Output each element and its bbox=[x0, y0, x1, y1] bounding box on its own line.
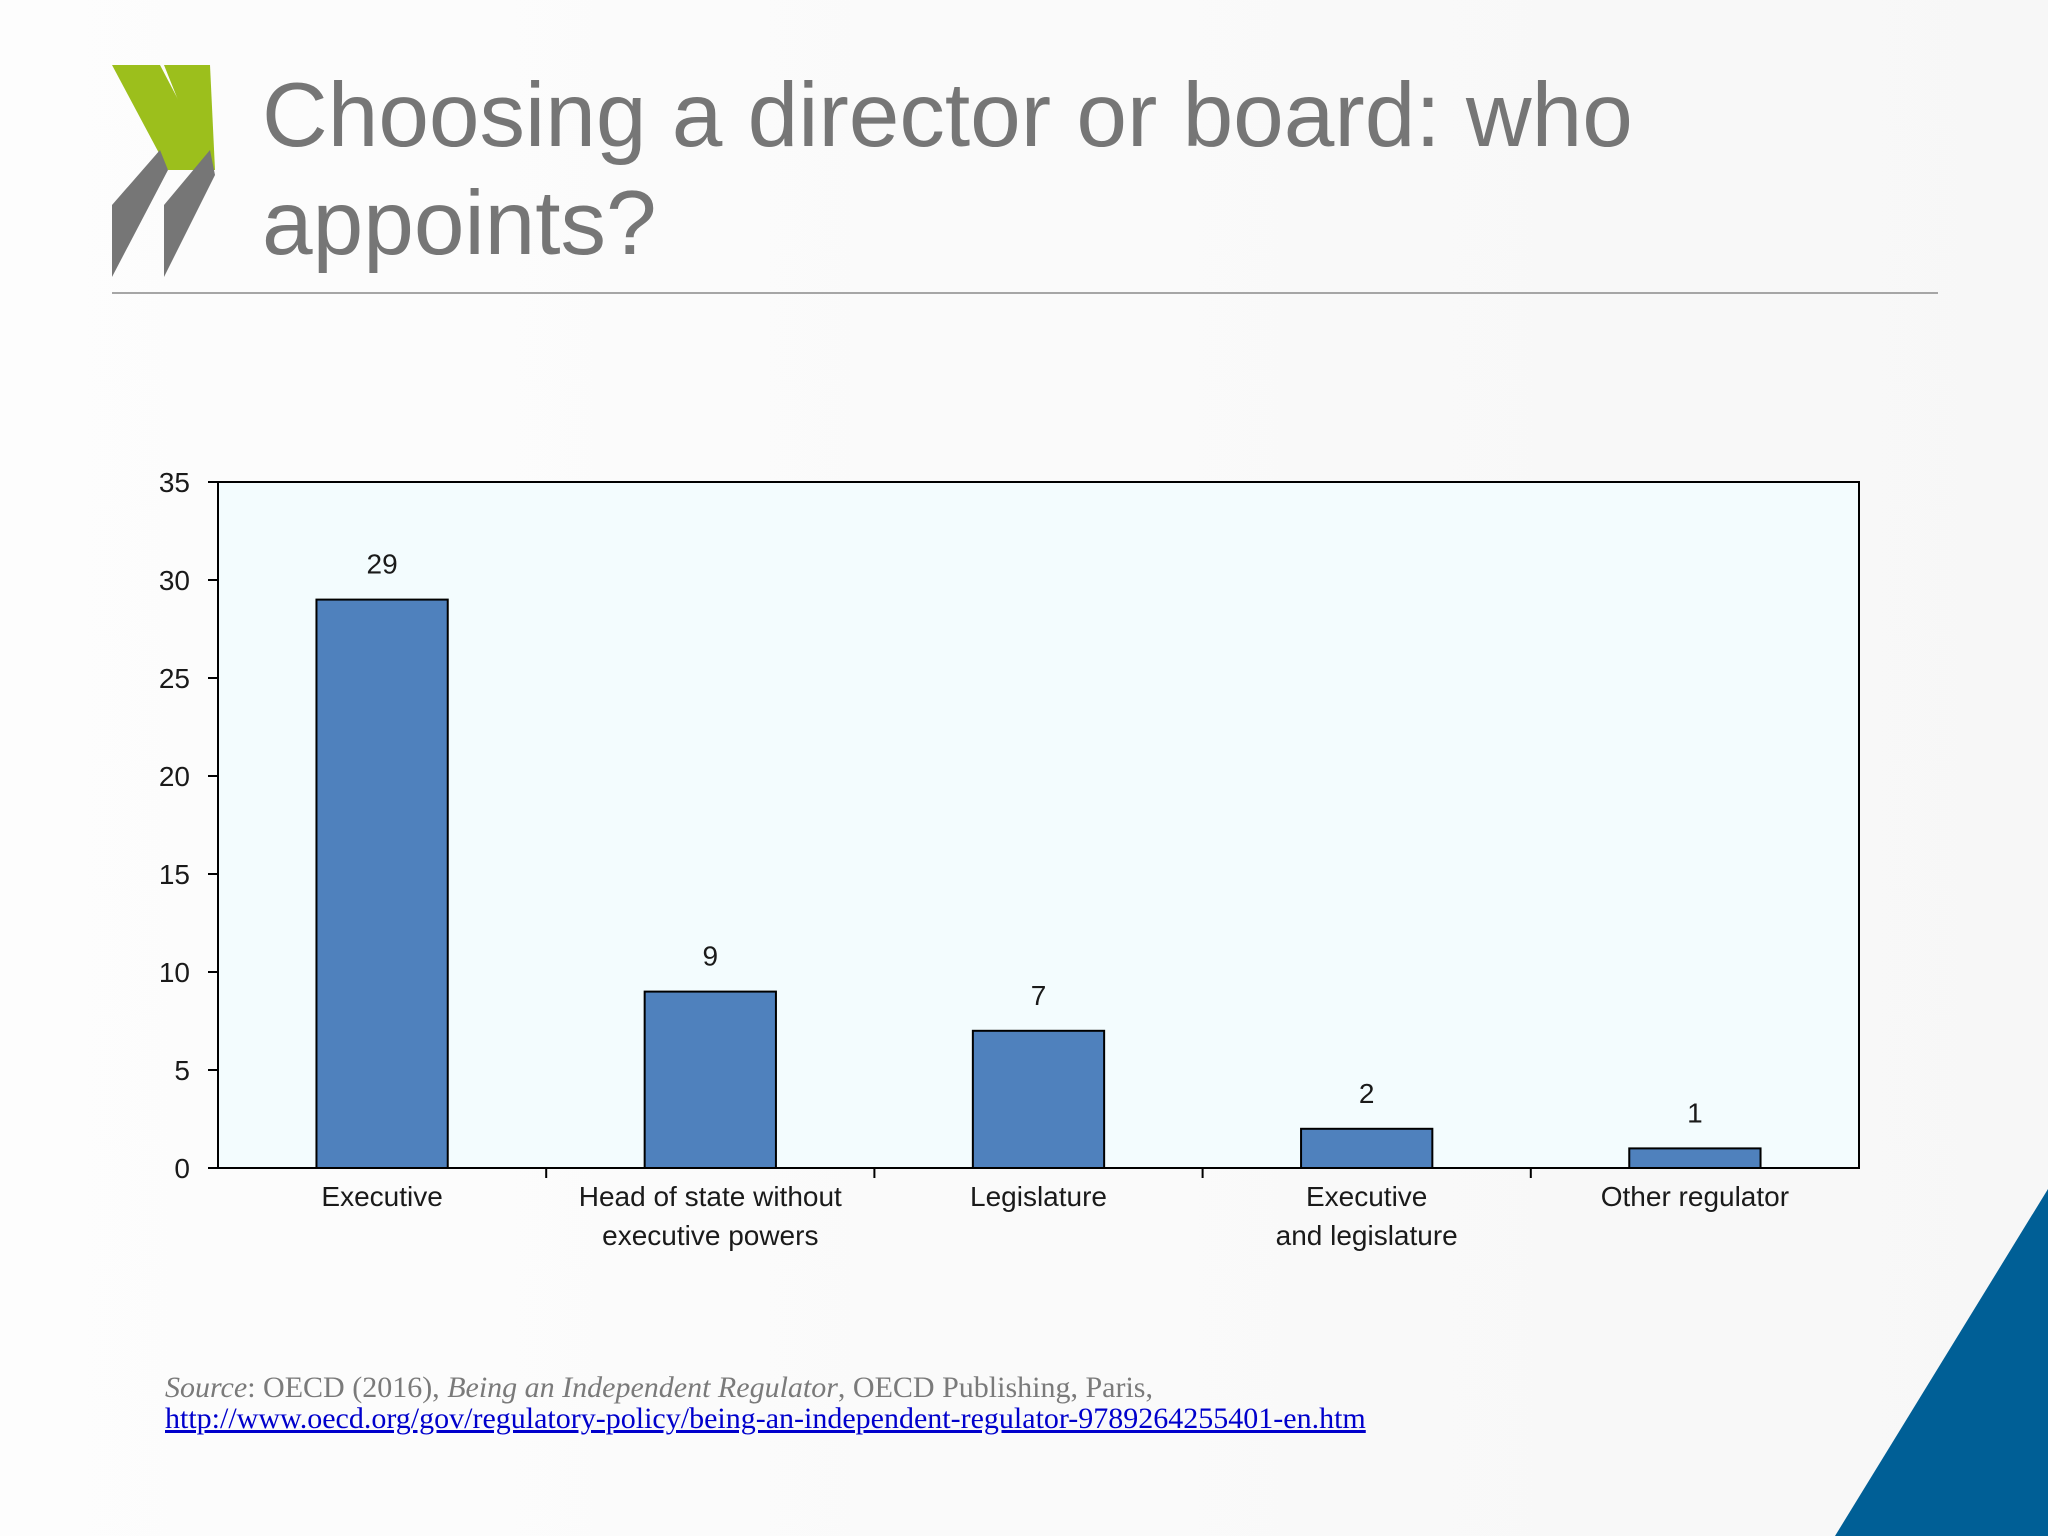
source-label: Source bbox=[165, 1371, 248, 1404]
x-tick-label: Legislature bbox=[970, 1181, 1107, 1212]
logo-chevron bbox=[112, 65, 215, 170]
source-text: , OECD Publishing, Paris, bbox=[837, 1371, 1153, 1404]
source-link[interactable]: http://www.oecd.org/gov/regulatory-polic… bbox=[165, 1402, 1366, 1435]
value-label: 7 bbox=[1031, 980, 1047, 1011]
y-tick-label: 25 bbox=[159, 663, 190, 694]
x-tick-label: Head of state without executive powers bbox=[579, 1181, 842, 1251]
value-label: 1 bbox=[1687, 1097, 1703, 1128]
x-tick-label: Executive and legislature bbox=[1276, 1181, 1458, 1251]
bar bbox=[315, 598, 449, 1169]
x-tick-label: Other regulator bbox=[1601, 1181, 1789, 1212]
corner-triangle bbox=[1835, 1189, 2048, 1536]
bar bbox=[643, 990, 777, 1169]
value-label: 29 bbox=[367, 549, 398, 580]
y-tick-label: 15 bbox=[159, 859, 190, 890]
y-tick-label: 0 bbox=[174, 1153, 190, 1184]
source-line: Source: OECD (2016), Being an Independen… bbox=[165, 1372, 1366, 1403]
slide-title: Choosing a director or board: who appoin… bbox=[262, 65, 1633, 274]
bar bbox=[1300, 1127, 1434, 1170]
logo-chevron bbox=[164, 150, 215, 277]
logo-chevron bbox=[164, 65, 215, 170]
bar bbox=[1628, 1147, 1762, 1170]
value-label: 2 bbox=[1359, 1078, 1375, 1109]
y-tick-label: 35 bbox=[159, 467, 190, 498]
source-text: : OECD (2016), bbox=[247, 1371, 448, 1404]
book-title: Being an Independent Regulator bbox=[447, 1371, 838, 1404]
source-note: Source: OECD (2016), Being an Independen… bbox=[165, 1372, 1366, 1434]
y-tick-label: 10 bbox=[159, 957, 190, 988]
y-tick-label: 20 bbox=[159, 761, 190, 792]
y-tick-label: 30 bbox=[159, 565, 190, 596]
x-tick-label: Executive bbox=[321, 1181, 442, 1212]
y-tick-label: 5 bbox=[174, 1055, 190, 1086]
title-rule bbox=[112, 292, 1938, 294]
logo-chevron bbox=[112, 150, 168, 277]
value-label: 9 bbox=[703, 941, 719, 972]
bar bbox=[971, 1029, 1106, 1170]
